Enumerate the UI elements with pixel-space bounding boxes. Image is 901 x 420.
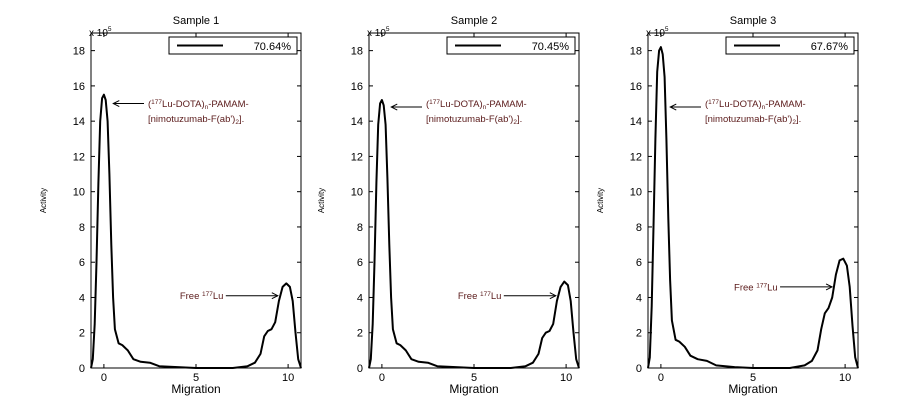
annotation-arrowhead bbox=[825, 283, 834, 291]
y-tick-label: 16 bbox=[73, 81, 85, 93]
y-tick-label: 18 bbox=[630, 46, 642, 58]
legend-label: 67.67% bbox=[811, 41, 849, 53]
annotation-conjugate-line-2: [nimotuzumab-F(ab')2]. bbox=[148, 114, 244, 126]
chart-panel-3: Sample 3 x 105 0 2 4 6 8 10 12 14 16 18 0 5 10 Migratio… bbox=[596, 15, 859, 396]
annotation-conjugate-line-1: (177Lu-DOTA)n-PAMAM- bbox=[705, 99, 806, 111]
chart-title: Sample 2 bbox=[451, 15, 497, 27]
annotation-free-lu: Free 177Lu bbox=[180, 291, 224, 302]
y-tick-label: 4 bbox=[357, 292, 363, 304]
legend-label: 70.45% bbox=[532, 41, 570, 53]
annotation-arrowhead bbox=[390, 103, 398, 111]
x-tick-label: 5 bbox=[471, 372, 477, 384]
annotation-arrowhead bbox=[549, 292, 557, 300]
plot-frame bbox=[647, 32, 859, 369]
y-tick-label: 10 bbox=[73, 187, 85, 199]
x-tick-label: 5 bbox=[750, 372, 756, 384]
y-tick-label: 14 bbox=[351, 116, 363, 128]
chart-panel-2: Sample 2 x 105 0 2 4 6 8 10 12 14 16 18 0 5 10 Migratio… bbox=[317, 15, 580, 396]
x-axis-label: Migration bbox=[728, 382, 777, 396]
y-tick-label: 6 bbox=[357, 257, 363, 269]
y-tick-label: 0 bbox=[357, 363, 363, 375]
y-tick-label: 2 bbox=[636, 328, 642, 340]
y-tick-label: 2 bbox=[357, 328, 363, 340]
legend-label: 70.64% bbox=[254, 41, 292, 53]
y-tick-label: 12 bbox=[73, 151, 85, 163]
chart-title: Sample 3 bbox=[730, 15, 776, 27]
y-tick-label: 8 bbox=[636, 222, 642, 234]
annotation-conjugate-line-1: (177Lu-DOTA)n-PAMAM- bbox=[426, 99, 527, 111]
legend-box bbox=[168, 36, 298, 55]
y-tick-label: 14 bbox=[630, 116, 642, 128]
y-tick-label: 6 bbox=[79, 257, 85, 269]
series-line bbox=[647, 46, 859, 369]
y-tick-label: 10 bbox=[351, 187, 363, 199]
legend-box bbox=[446, 36, 576, 55]
y-axis-label: Activity bbox=[596, 188, 605, 213]
annotation-arrowhead bbox=[112, 100, 120, 107]
x-tick-label: 0 bbox=[658, 372, 664, 384]
y-tick-label: 8 bbox=[79, 222, 85, 234]
x-tick-label: 5 bbox=[193, 372, 199, 384]
y-multiplier: x 105 bbox=[646, 26, 669, 39]
y-tick-label: 18 bbox=[73, 46, 85, 58]
y-tick-label: 8 bbox=[357, 222, 363, 234]
y-tick-label: 4 bbox=[636, 292, 642, 304]
x-axis-label: Migration bbox=[171, 382, 220, 396]
plot-frame bbox=[90, 32, 302, 369]
y-tick-label: 0 bbox=[79, 363, 85, 375]
y-tick-label: 2 bbox=[79, 328, 85, 340]
legend-box bbox=[725, 36, 855, 55]
annotation-arrowhead bbox=[271, 292, 279, 300]
y-tick-label: 0 bbox=[636, 363, 642, 375]
y-multiplier: x 105 bbox=[89, 26, 112, 39]
y-tick-label: 6 bbox=[636, 257, 642, 269]
x-tick-label: 0 bbox=[379, 372, 385, 384]
series-line bbox=[368, 99, 580, 369]
y-tick-label: 14 bbox=[73, 116, 85, 128]
y-tick-label: 16 bbox=[351, 81, 363, 93]
chart-title: Sample 1 bbox=[173, 15, 219, 27]
y-tick-label: 18 bbox=[351, 46, 363, 58]
x-tick-label: 10 bbox=[282, 372, 294, 384]
y-tick-label: 12 bbox=[351, 151, 363, 163]
x-tick-label: 0 bbox=[101, 372, 107, 384]
x-tick-label: 10 bbox=[560, 372, 572, 384]
annotation-free-lu: Free 177Lu bbox=[458, 291, 502, 302]
y-tick-label: 4 bbox=[79, 292, 85, 304]
y-multiplier: x 105 bbox=[367, 26, 390, 39]
y-tick-label: 12 bbox=[630, 151, 642, 163]
y-tick-label: 16 bbox=[630, 81, 642, 93]
annotation-conjugate-line-2: [nimotuzumab-F(ab')2]. bbox=[705, 114, 801, 126]
annotation-arrowhead bbox=[669, 103, 677, 111]
x-axis-label: Migration bbox=[449, 382, 498, 396]
y-tick-label: 10 bbox=[630, 187, 642, 199]
annotation-conjugate-line-2: [nimotuzumab-F(ab')2]. bbox=[426, 114, 522, 126]
chart-panel-1: Sample 1 x 105 0 2 4 6 8 10 12 14 16 18 0 5 10 Migratio… bbox=[39, 15, 302, 396]
series-line bbox=[90, 93, 302, 369]
x-tick-label: 10 bbox=[839, 372, 851, 384]
annotation-conjugate-line-1: (177Lu-DOTA)n-PAMAM- bbox=[148, 99, 249, 111]
annotation-free-lu: Free 177Lu bbox=[734, 282, 778, 293]
y-axis-label: Activity bbox=[317, 188, 326, 213]
y-axis-label: Activity bbox=[39, 188, 48, 213]
plot-frame bbox=[368, 32, 580, 369]
